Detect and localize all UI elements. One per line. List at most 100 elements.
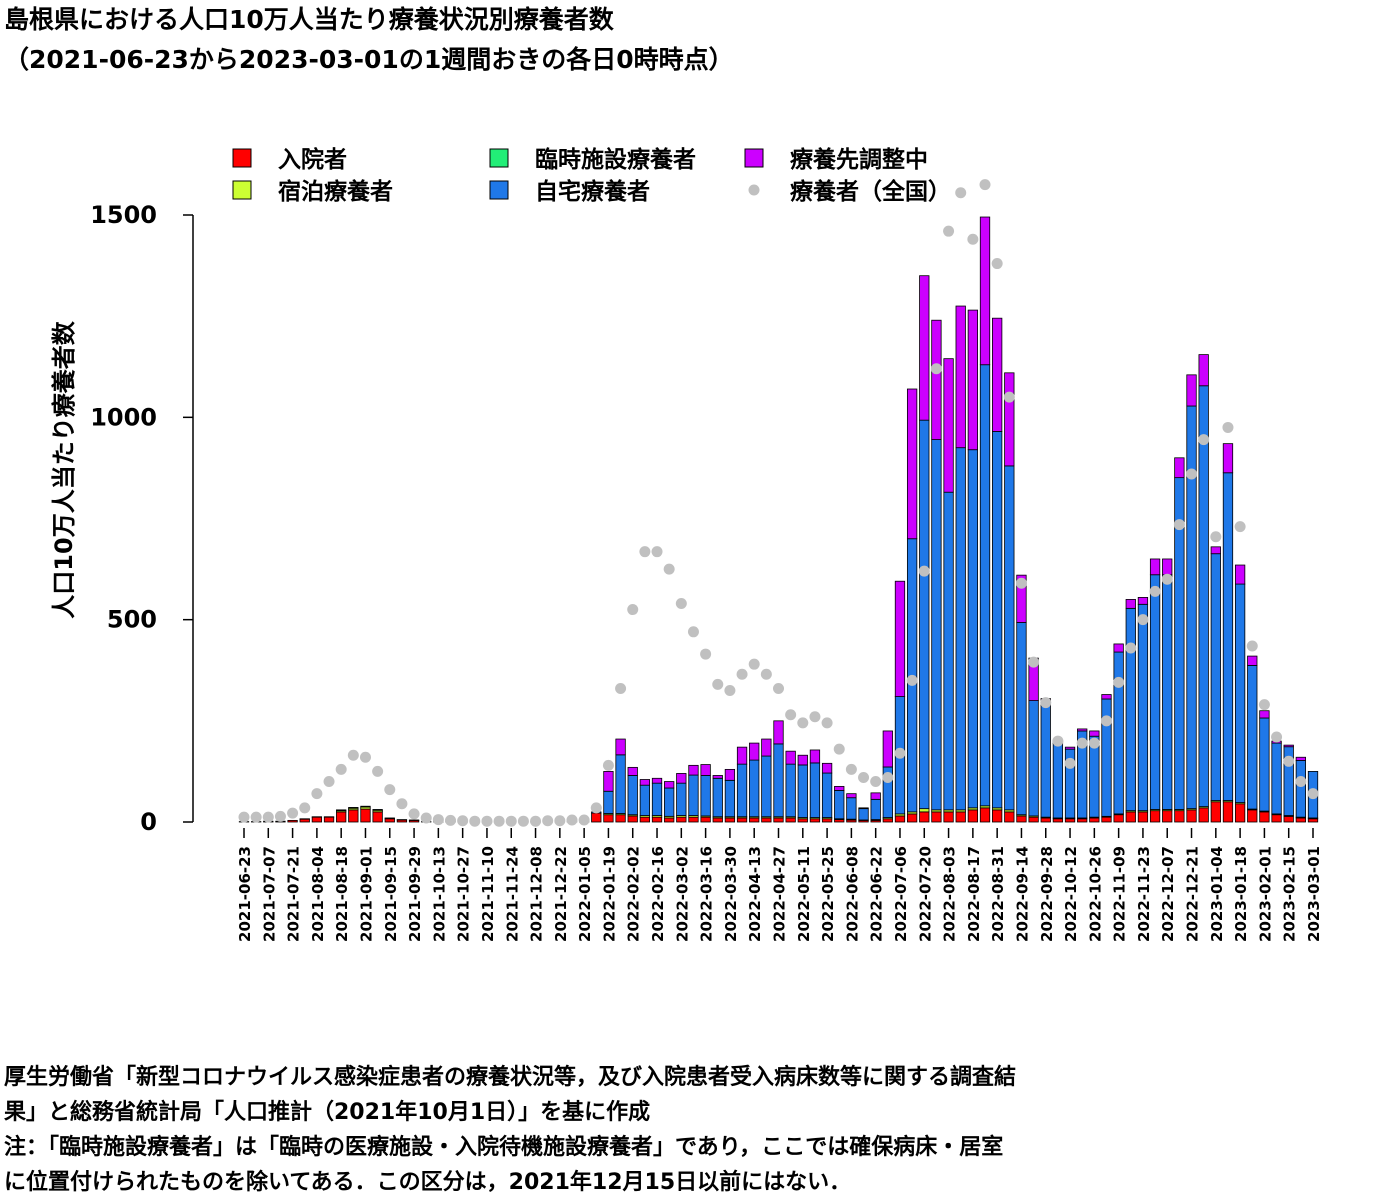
bar-segment bbox=[1247, 809, 1258, 823]
bar-segment bbox=[1016, 622, 1027, 816]
point bbox=[287, 807, 299, 819]
bar-segment bbox=[773, 743, 784, 818]
x-tick-label: 2021-11-10 bbox=[479, 846, 497, 942]
bar-segment bbox=[712, 817, 723, 823]
bar-segment bbox=[639, 784, 651, 816]
bar-segment bbox=[664, 787, 675, 817]
bar-segment bbox=[1028, 700, 1039, 817]
bar-segment bbox=[858, 808, 869, 821]
bar-segment bbox=[384, 817, 395, 820]
point bbox=[1222, 421, 1234, 433]
bar-segment bbox=[992, 431, 1003, 809]
bar-segment bbox=[1271, 814, 1282, 823]
bar-segment bbox=[955, 305, 966, 449]
x-tick-label: 2021-12-08 bbox=[528, 846, 546, 942]
bar-segment bbox=[1089, 817, 1100, 823]
legend-label: 宿泊療養者 bbox=[278, 178, 393, 205]
point bbox=[530, 815, 542, 827]
point bbox=[967, 233, 979, 245]
legend-label: 臨時施設療養者 bbox=[535, 146, 696, 173]
bar-segment bbox=[1198, 354, 1209, 387]
bar-segment bbox=[323, 816, 335, 823]
bar-segment bbox=[1077, 818, 1088, 823]
point bbox=[687, 626, 699, 638]
x-tick-label: 2022-10-26 bbox=[1086, 846, 1104, 942]
x-tick-label: 2022-03-02 bbox=[673, 846, 691, 942]
point bbox=[1137, 614, 1149, 626]
bar-segment bbox=[688, 774, 699, 816]
point bbox=[858, 771, 870, 783]
point bbox=[505, 815, 517, 827]
point bbox=[420, 812, 432, 824]
bar-segment bbox=[360, 808, 371, 823]
bar-segment bbox=[1125, 599, 1136, 609]
bar-segment bbox=[931, 439, 942, 811]
point bbox=[1125, 642, 1137, 654]
bar-segment bbox=[1125, 811, 1136, 823]
bar-segment bbox=[834, 785, 845, 791]
bar-segment bbox=[992, 809, 1003, 823]
x-tick-label: 2021-09-01 bbox=[357, 846, 375, 942]
point bbox=[1271, 731, 1283, 743]
bar-segment bbox=[992, 317, 1003, 432]
legend-swatch bbox=[489, 148, 509, 168]
bar-segment bbox=[943, 358, 954, 493]
point bbox=[335, 763, 347, 775]
bar-segment bbox=[821, 818, 833, 823]
y-tick-label: 0 bbox=[140, 808, 157, 836]
bar-segment bbox=[603, 790, 614, 814]
bar-segment bbox=[979, 364, 991, 807]
point bbox=[712, 678, 724, 690]
bar-segment bbox=[372, 809, 383, 811]
x-tick-label: 2022-07-20 bbox=[916, 846, 934, 942]
x-tick-label: 2021-08-18 bbox=[333, 846, 351, 942]
x-tick-label: 2022-03-30 bbox=[722, 846, 740, 942]
bar-segment bbox=[676, 782, 687, 816]
bar-segment bbox=[1162, 558, 1173, 576]
point bbox=[1076, 737, 1088, 749]
bar-segment bbox=[700, 764, 711, 776]
bar-segment bbox=[1186, 405, 1197, 810]
note: 厚生労働省「新型コロナウイルス感染症患者の療養状況等，及び入院患者受入病床数等に… bbox=[4, 1064, 1016, 1090]
bar-segment bbox=[348, 807, 359, 809]
bar-segment bbox=[761, 817, 772, 823]
chart-title: 島根県における人口10万人当たり療養状況別療養者数 bbox=[4, 5, 615, 34]
bar-segment bbox=[1162, 810, 1173, 823]
bar-segment bbox=[1210, 553, 1221, 801]
point bbox=[1283, 755, 1295, 767]
point bbox=[955, 187, 967, 199]
bar-segment bbox=[846, 793, 857, 799]
x-tick-label: 2021-07-21 bbox=[285, 846, 303, 942]
note: 果」と総務省統計局「人口推計（2021年10月1日）」を基に作成 bbox=[4, 1099, 650, 1125]
bar-segment bbox=[712, 775, 723, 779]
point bbox=[1052, 735, 1064, 747]
bar-segment bbox=[1040, 817, 1051, 823]
bar-segment bbox=[870, 798, 881, 820]
bar-segment bbox=[1174, 457, 1185, 479]
bar-segment bbox=[736, 817, 748, 823]
x-tick-label: 2023-01-18 bbox=[1232, 846, 1250, 942]
bar-segment bbox=[287, 819, 298, 823]
bar-segment bbox=[919, 275, 930, 421]
legend-swatch bbox=[744, 148, 764, 168]
bar-segment bbox=[299, 818, 310, 823]
x-tick-label: 2022-06-22 bbox=[868, 846, 886, 942]
point bbox=[724, 684, 736, 696]
bar-segment bbox=[1137, 811, 1149, 823]
point bbox=[1003, 391, 1015, 403]
bar-segment bbox=[931, 319, 942, 440]
bar-segment bbox=[1149, 810, 1161, 823]
bar-segment bbox=[1186, 374, 1197, 407]
bar-segment bbox=[943, 811, 954, 823]
chart-subtitle: （2021-06-23から2023-03-01の1週間おきの各日0時時点） bbox=[4, 45, 734, 74]
bar-segment bbox=[1064, 818, 1076, 823]
point bbox=[1258, 699, 1270, 711]
point bbox=[372, 765, 384, 777]
note: に位置付けられたものを除いてある．この区分は，2021年12月15日以前にはない… bbox=[4, 1169, 851, 1195]
bar-segment bbox=[651, 782, 663, 816]
point bbox=[1307, 788, 1319, 800]
bar-segment bbox=[1125, 607, 1136, 812]
bar-segment bbox=[749, 742, 760, 761]
